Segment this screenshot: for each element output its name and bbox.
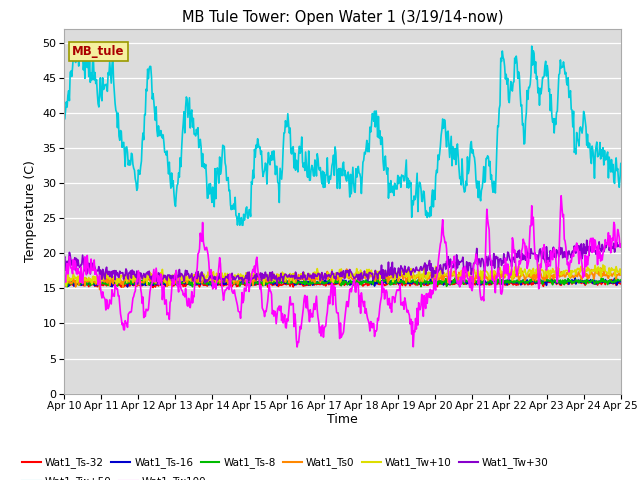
Wat1_Tw+10 [428, 270, 435, 276]
Legend: Wat1_Tw+50, Wat1_Tw100: Wat1_Tw+50, Wat1_Tw100 [18, 472, 211, 480]
Wat1_Tw+10 [71, 276, 79, 281]
Wat1_Ts-16 [428, 277, 435, 283]
Wat1_Tw100 [127, 309, 135, 314]
Wat1_Tw+30 [60, 255, 68, 261]
Wat1_Ts0 [128, 275, 136, 281]
Wat1_Ts-32 [426, 281, 434, 287]
Wat1_Tw+50 [76, 40, 83, 46]
Wat1_Ts-32 [214, 281, 221, 287]
Wat1_Tw+30 [185, 271, 193, 277]
Line: Wat1_Ts-16: Wat1_Ts-16 [64, 277, 621, 287]
Wat1_Tw+10 [411, 277, 419, 283]
Wat1_Tw100 [214, 274, 221, 279]
Wat1_Ts-32 [127, 280, 135, 286]
Wat1_Ts-16 [411, 279, 419, 285]
Wat1_Ts-32 [184, 281, 192, 287]
Wat1_Tw+30 [605, 236, 612, 241]
Wat1_Tw+30 [214, 277, 222, 283]
Wat1_Ts0 [597, 265, 605, 271]
Wat1_Tw+30 [617, 244, 625, 250]
Wat1_Ts-16 [128, 279, 136, 285]
Wat1_Tw+10 [617, 271, 625, 277]
Wat1_Tw+30 [428, 261, 435, 266]
Wat1_Ts0 [96, 287, 104, 292]
Wat1_Ts-8 [128, 278, 136, 284]
X-axis label: Time: Time [327, 413, 358, 426]
Wat1_Ts-8 [411, 279, 419, 285]
Wat1_Ts-16 [124, 284, 131, 290]
Wat1_Ts-8 [451, 275, 459, 281]
Wat1_Ts-32 [70, 282, 78, 288]
Wat1_Tw100 [70, 266, 78, 272]
Wat1_Tw+30 [70, 261, 78, 267]
Wat1_Ts0 [185, 273, 193, 279]
Wat1_Tw+50 [428, 193, 436, 199]
Wat1_Ts0 [411, 274, 419, 280]
Wat1_Ts-8 [63, 284, 71, 290]
Wat1_Tw+50 [185, 105, 193, 111]
Line: Wat1_Tw+50: Wat1_Tw+50 [64, 43, 621, 225]
Line: Wat1_Tw+10: Wat1_Tw+10 [64, 264, 621, 286]
Wat1_Ts-8 [185, 278, 193, 284]
Wat1_Ts-16 [487, 274, 495, 280]
Wat1_Tw100 [617, 241, 625, 247]
Wat1_Ts-16 [214, 280, 222, 286]
Wat1_Tw+30 [411, 269, 419, 275]
Wat1_Tw+50 [617, 161, 625, 167]
Wat1_Tw+10 [534, 262, 542, 267]
Wat1_Ts-16 [60, 279, 68, 285]
Wat1_Tw+50 [128, 151, 136, 157]
Wat1_Ts-8 [214, 280, 222, 286]
Wat1_Tw+10 [60, 277, 68, 283]
Wat1_Tw100 [557, 193, 565, 199]
Wat1_Ts-8 [71, 277, 79, 283]
Wat1_Ts-32 [60, 285, 68, 290]
Title: MB Tule Tower: Open Water 1 (3/19/14-now): MB Tule Tower: Open Water 1 (3/19/14-now… [182, 10, 503, 25]
Wat1_Ts-8 [428, 281, 435, 287]
Wat1_Ts-16 [70, 283, 78, 289]
Wat1_Ts0 [617, 269, 625, 275]
Wat1_Tw+50 [60, 103, 68, 108]
Wat1_Tw+50 [412, 195, 419, 201]
Wat1_Tw+30 [154, 281, 161, 287]
Wat1_Tw100 [60, 282, 68, 288]
Wat1_Tw+50 [70, 56, 78, 61]
Line: Wat1_Ts-32: Wat1_Ts-32 [64, 280, 621, 288]
Wat1_Tw100 [411, 329, 419, 335]
Wat1_Ts-32 [607, 277, 615, 283]
Wat1_Ts0 [214, 272, 222, 278]
Wat1_Ts0 [70, 279, 78, 285]
Wat1_Ts-16 [185, 277, 193, 283]
Wat1_Tw+30 [127, 276, 135, 281]
Legend: Wat1_Ts-32, Wat1_Ts-16, Wat1_Ts-8, Wat1_Ts0, Wat1_Tw+10, Wat1_Tw+30: Wat1_Ts-32, Wat1_Ts-16, Wat1_Ts-8, Wat1_… [18, 453, 553, 472]
Wat1_Tw+10 [63, 283, 70, 289]
Wat1_Ts-16 [617, 279, 625, 285]
Line: Wat1_Ts0: Wat1_Ts0 [64, 268, 621, 289]
Wat1_Tw+50 [236, 222, 244, 228]
Wat1_Tw100 [184, 303, 192, 309]
Wat1_Tw+10 [185, 276, 193, 282]
Wat1_Ts-32 [410, 280, 418, 286]
Wat1_Ts-8 [60, 277, 68, 283]
Wat1_Ts0 [428, 272, 435, 277]
Y-axis label: Temperature (C): Temperature (C) [24, 160, 36, 262]
Wat1_Tw+50 [214, 168, 222, 174]
Line: Wat1_Tw100: Wat1_Tw100 [64, 196, 621, 347]
Text: MB_tule: MB_tule [72, 45, 125, 58]
Wat1_Tw100 [428, 295, 435, 301]
Wat1_Ts-32 [617, 281, 625, 287]
Wat1_Ts-8 [617, 277, 625, 283]
Wat1_Ts0 [60, 277, 68, 283]
Wat1_Tw100 [293, 344, 301, 350]
Wat1_Tw+10 [214, 272, 222, 277]
Wat1_Tw+10 [128, 276, 136, 281]
Line: Wat1_Tw+30: Wat1_Tw+30 [64, 239, 621, 284]
Line: Wat1_Ts-8: Wat1_Ts-8 [64, 278, 621, 287]
